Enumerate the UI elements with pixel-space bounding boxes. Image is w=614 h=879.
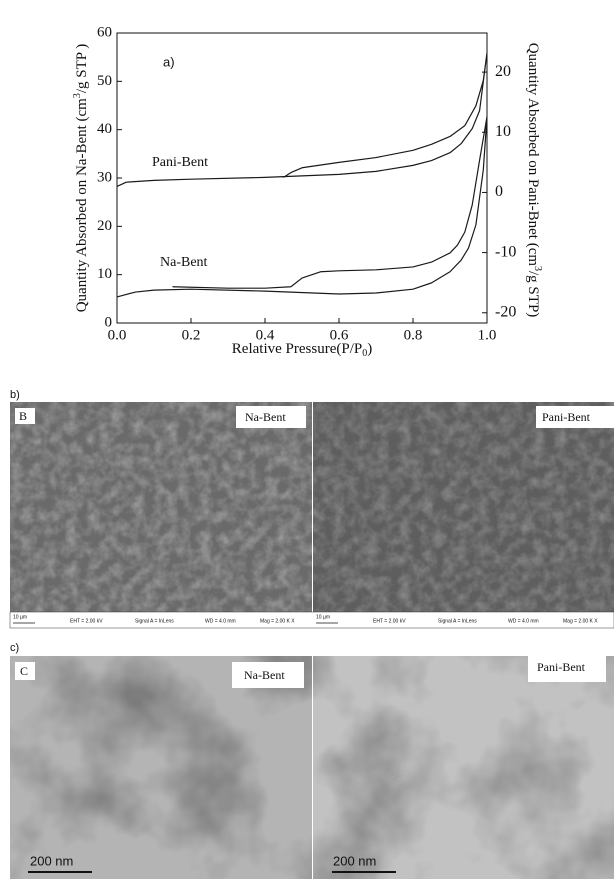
info-text: WD = 4.0 mm: [205, 618, 236, 624]
info-text: Mag = 2.00 K X: [260, 618, 295, 624]
image-title: Na-Bent: [245, 410, 286, 424]
info-text: Signal A = InLens: [438, 618, 477, 624]
info-text: WD = 4.0 mm: [508, 618, 539, 624]
panel-label: c): [10, 642, 19, 654]
scale-label: 200 nm: [30, 853, 73, 868]
info-text: EHT = 2.00 kV: [373, 618, 406, 624]
image-title: Pani-Bent: [537, 660, 586, 674]
y2-axis-label: Quantity Absorbed on Pani-Bnet (cm3/g ST…: [525, 43, 543, 318]
tem-texture: [10, 656, 312, 879]
x-tick-label: 0.2: [182, 327, 201, 343]
label-part: Quantity Absorbed on Na-Bent (cm: [74, 98, 90, 312]
y-tick-label: 50: [97, 73, 112, 89]
label-part: /g STP): [525, 271, 541, 317]
x-tick-label: 1.0: [478, 327, 497, 343]
panel-label: b): [10, 389, 20, 401]
y-tick-label: 20: [97, 218, 112, 234]
series-label: Pani-Bent: [152, 155, 208, 170]
series-label: Na-Bent: [160, 255, 208, 270]
x-tick-label: 0.4: [256, 327, 275, 343]
y-tick-label: 40: [97, 121, 112, 137]
y2-tick-label: -20: [495, 303, 516, 320]
label-part: /g STP ): [74, 44, 90, 93]
panel-letter: B: [19, 409, 27, 423]
label-part: Relative Pressure(P/P: [232, 341, 362, 357]
y-axis-label: Quantity Absorbed on Na-Bent (cm3/g STP …: [72, 44, 90, 313]
panel-letter: C: [20, 664, 28, 678]
scale-label: 10 µm: [13, 614, 27, 620]
image-title: Pani-Bent: [542, 410, 591, 424]
x-tick-label: 0.8: [404, 327, 423, 343]
y2-tick-label: 0: [495, 183, 503, 200]
y-tick-label: 10: [97, 266, 112, 282]
sem-texture: [313, 402, 614, 612]
info-text: EHT = 2.00 kV: [70, 618, 103, 624]
scale-label: 10 µm: [316, 614, 330, 620]
sem-panel: b) B Na-Bent Pani-Bent: [10, 389, 614, 628]
label-part: ): [367, 341, 372, 357]
scale-label: 200 nm: [333, 853, 376, 868]
x-axis-label: Relative Pressure(P/P0): [232, 341, 372, 359]
y2-tick-label: 10: [495, 123, 511, 140]
y2-tick-label: 20: [495, 63, 511, 80]
chart: a) Pani-Bent Na-Bent Relative Pressure(P…: [72, 24, 542, 359]
info-text: Mag = 2.00 K X: [563, 618, 598, 624]
image-title: Na-Bent: [244, 668, 285, 682]
figure: a) Pani-Bent Na-Bent Relative Pressure(P…: [0, 0, 614, 879]
y-tick-label: 30: [97, 169, 112, 185]
y2-tick-label: -10: [495, 243, 516, 260]
tem-texture: [313, 656, 614, 879]
y-tick-label: 60: [97, 24, 112, 40]
y-tick-label: 0: [105, 314, 113, 330]
info-text: Signal A = InLens: [135, 618, 174, 624]
x-tick-label: 0.6: [330, 327, 349, 343]
plot-frame: [117, 33, 487, 323]
tem-panel: c) C Na-Bent Pani-Bent 200 nm 200 nm: [10, 642, 614, 879]
panel-label: a): [163, 54, 175, 69]
label-part: Quantity Absorbed on Pani-Bnet (cm: [525, 43, 541, 267]
sem-texture: [10, 402, 312, 612]
